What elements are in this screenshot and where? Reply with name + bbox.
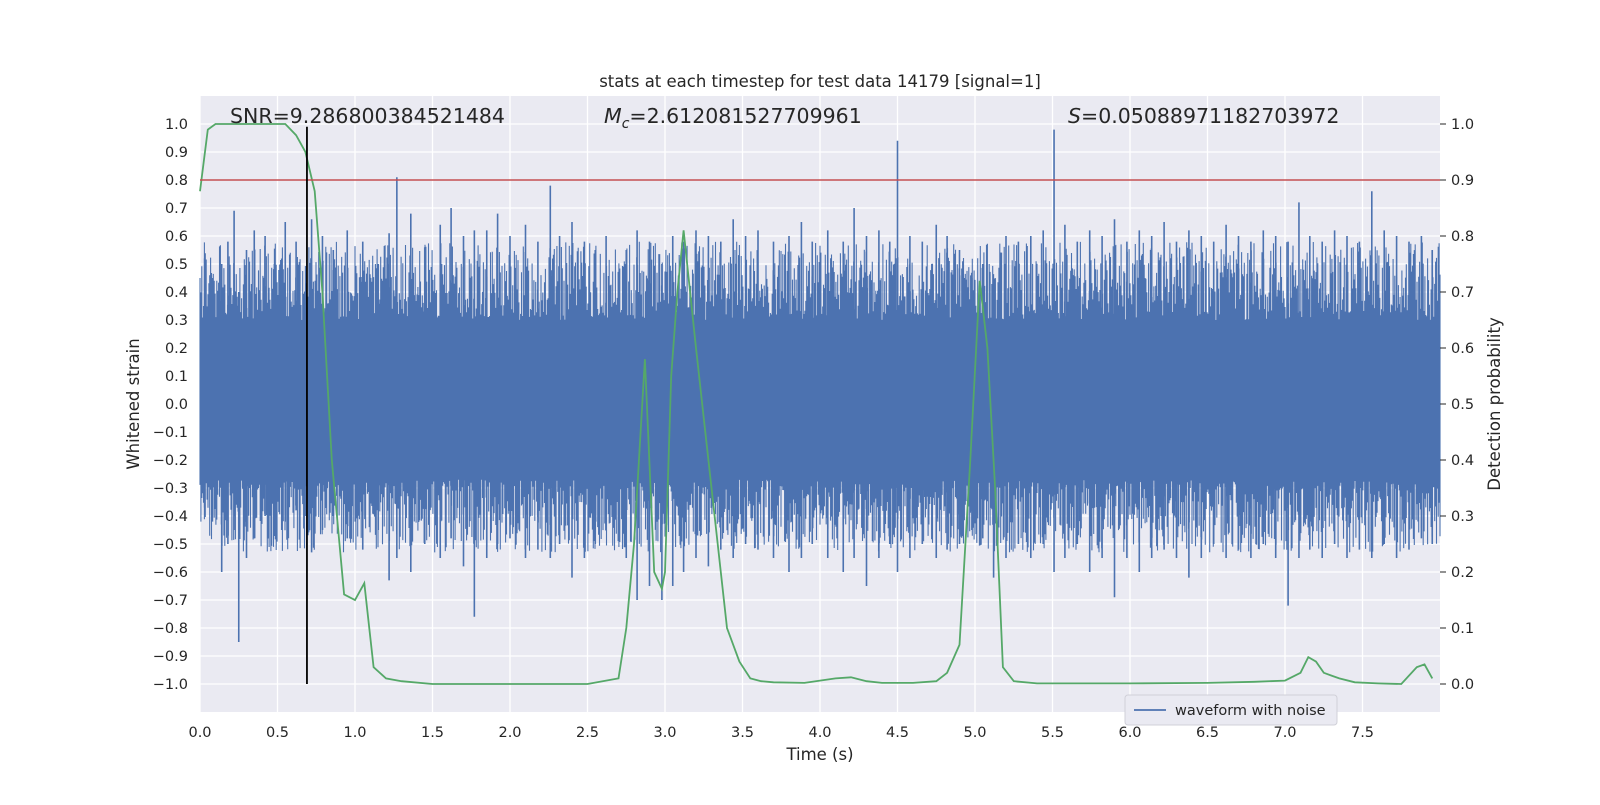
mc-symbol: M [604,104,622,128]
y-tick-label: −0.9 [153,649,188,665]
snr-annotation: SNR=9.286800384521484 [230,104,505,128]
x-tick-label: 5.0 [963,725,986,741]
y-tick-label: 0.1 [165,369,188,385]
y2-tick-label: 0.4 [1451,453,1474,469]
y-axis-label: Whitened strain [124,338,143,469]
y2-tick-label: 0.3 [1451,509,1474,525]
y-tick-label: 0.6 [165,229,188,245]
x-tick-label: 4.0 [808,725,831,741]
x-tick-label: 7.5 [1351,725,1374,741]
y2-tick-label: 0.2 [1451,565,1474,581]
detection-probability-line [199,123,1434,685]
probability-series [199,123,1434,685]
y-tick-label: 1.0 [165,117,188,133]
chart-title: stats at each timestep for test data 141… [599,72,1041,91]
x-tick-label: 0.5 [266,725,289,741]
y-tick-label: −0.1 [153,425,188,441]
x-tick-label: 3.5 [731,725,754,741]
x-tick-label: 4.5 [886,725,909,741]
y-tick-label: 0.9 [165,145,188,161]
y-tick-label: −0.6 [153,565,188,581]
x-axis-label: Time (s) [785,745,853,764]
y-tick-label: 0.4 [165,285,188,301]
x-tick-label: 1.5 [421,725,444,741]
y-tick-label: 0.5 [165,257,188,273]
legend: waveform with noise [1124,694,1338,726]
y-tick-label: 0.0 [165,397,188,413]
legend-label-waveform: waveform with noise [1175,703,1326,719]
y-tick-label: −0.5 [153,537,188,553]
x-tick-label: 6.5 [1196,725,1219,741]
x-tick-label: 1.0 [343,725,366,741]
x-tick-label: 2.5 [576,725,599,741]
mc-subscript: c [622,116,630,132]
mc-annotation: Mc=2.612081527709961 [604,104,862,132]
mc-value: =2.612081527709961 [629,104,861,128]
x-tick-label: 6.0 [1118,725,1141,741]
x-tick-label: 5.5 [1041,725,1064,741]
y2-tick-label: 0.0 [1451,677,1474,693]
y-tick-label: −0.8 [153,621,188,637]
y-tick-label: −0.7 [153,593,188,609]
x-tick-label: 0.0 [188,725,211,741]
overlay-lines [200,126,1440,684]
x-tick-label: 3.0 [653,725,676,741]
legend-box [1124,694,1338,726]
y-tick-label: −1.0 [153,677,188,693]
s-symbol: S [1068,104,1081,128]
y-tick-label: −0.4 [153,509,188,525]
s-value: =0.05088971182703972 [1081,104,1339,128]
y-tick-label: 0.3 [165,313,188,329]
s-annotation: S=0.05088971182703972 [1068,104,1339,128]
axis-ticks: 0.0 0.5 1.0 1.5 2.0 2.5 3.0 3.5 4.0 4.5 5.0 5.5 6.0 6… [153,117,1474,741]
waveform-series [199,129,1441,642]
y2-tick-label: 0.5 [1451,397,1474,413]
y-tick-label: 0.2 [165,341,188,357]
x-tick-label: 7.0 [1273,725,1296,741]
y2-tick-label: 0.6 [1451,341,1474,357]
y2-tick-label: 0.1 [1451,621,1474,637]
y-tick-label: −0.2 [153,453,188,469]
y-tick-label: 0.8 [165,173,188,189]
y2-tick-label: 0.9 [1451,173,1474,189]
y2-tick-label: 1.0 [1451,117,1474,133]
y-tick-label: 0.7 [165,201,188,217]
y2-tick-label: 0.8 [1451,229,1474,245]
y2-tick-label: 0.7 [1451,285,1474,301]
x-tick-label: 2.0 [498,725,521,741]
y-tick-label: −0.3 [153,481,188,497]
y2-axis-label: Detection probability [1485,317,1504,491]
